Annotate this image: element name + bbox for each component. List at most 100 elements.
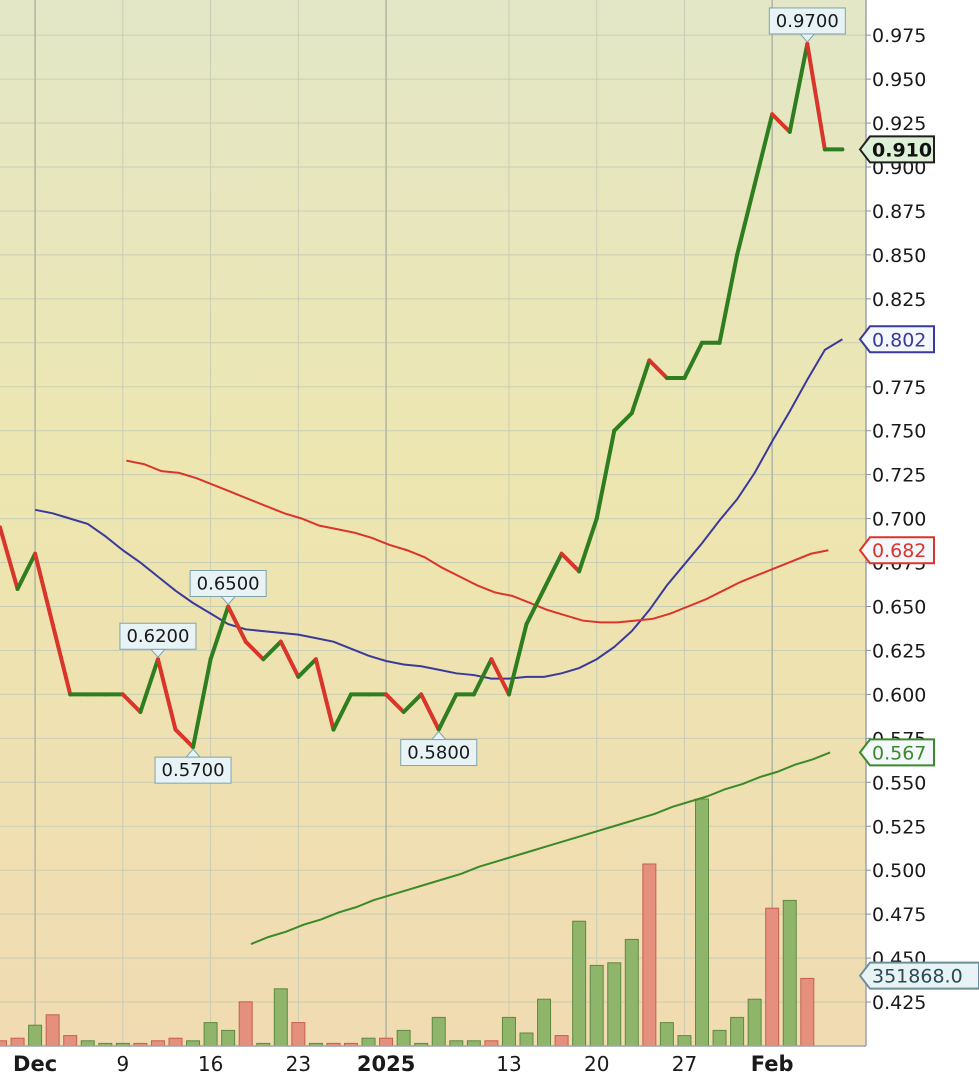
last-price-tag-shape [858,135,935,164]
price-segment [296,657,318,679]
moving-average-tag-label: 0.682 [872,540,926,562]
price-segment [33,551,55,627]
price-segment [261,639,283,662]
x-tick-label: 23 [286,1052,311,1076]
x-tick-label: 13 [496,1052,521,1076]
volume-bar [659,1022,674,1047]
price-segment [436,692,459,732]
volume-bar [501,1016,516,1047]
y-tick-label: 0.525 [872,816,926,838]
callout-label: 0.9700 [776,11,839,32]
moving-average-tag: 0.802 [858,325,935,354]
price-segment [682,340,704,380]
y-tick-label: 0.850 [872,245,926,267]
y-tick-label: 0.700 [872,509,926,531]
price-segment [173,727,196,750]
volume-bar [221,1029,236,1047]
volume-bar [466,1040,481,1047]
x-axis-background [0,1046,866,1080]
volume-bar [554,1035,569,1047]
price-segment [471,657,494,697]
moving-average-tag-shape [858,738,935,767]
x-tick-label: 16 [198,1052,223,1076]
volume-bar [203,1022,218,1047]
volume-bar [800,977,815,1047]
last-price-tag-label: 0.910 [872,139,932,161]
price-segment [120,692,143,714]
price-segment [226,604,248,644]
callout-box [154,756,232,784]
price-segment [542,551,564,591]
moving-average-tag-shape [858,325,935,354]
volume-bar [80,1040,95,1047]
price-segment [419,692,441,732]
x-tick-label: Dec [13,1052,57,1076]
volume-bar [589,964,604,1047]
volume-bar [291,1022,306,1047]
price-segment [191,657,213,750]
y-tick-label: 0.975 [872,25,926,47]
price-segment [629,358,652,416]
volume-bar [484,1040,499,1047]
callout-label: 0.6500 [197,574,260,595]
price-line [0,41,845,750]
price-segment [0,525,20,591]
volume-bar [238,1001,253,1047]
moving-average-tag-shape [858,536,935,565]
price-segment [155,657,178,732]
price-segment [612,411,634,433]
moving-average-tag: 0.682 [858,536,935,565]
volume-bar [10,1037,25,1047]
callout-box [189,570,267,598]
callout-box [768,7,846,35]
x-tick-label: 20 [584,1052,609,1076]
y-tick-label: 0.775 [872,377,926,399]
price-segment [401,692,424,714]
y-tick-label: 0.500 [872,860,926,882]
price-segment [50,622,73,697]
callout-box [400,739,478,767]
price-callout: 0.6500 [189,570,267,606]
y-tick-label: 0.825 [872,289,926,311]
price-segment [577,516,599,574]
volume-bar [186,1040,201,1047]
volume-bar [730,1016,745,1047]
price-segment [331,692,353,732]
volume-bar [361,1037,376,1047]
last-price-tag: 0.910 [858,135,935,164]
volume-bar [63,1035,78,1047]
moving-average-line [34,338,843,680]
y-tick-label: 0.425 [872,992,926,1014]
x-tick-label: 9 [116,1052,129,1076]
volume-tag: 351868.0 [858,961,979,990]
volume-bar [150,1040,165,1047]
price-segment [647,358,669,380]
price-segment [489,657,511,697]
price-callout: 0.9700 [768,7,846,43]
volume-bar [607,962,622,1047]
price-segment [15,551,38,591]
price-segment [313,657,336,732]
price-segment [594,428,617,521]
moving-average-tag: 0.567 [858,738,935,767]
y-tick-label: 0.625 [872,640,926,662]
volume-bar [695,798,709,1047]
x-tick-label: Feb [751,1052,794,1076]
price-segment [278,639,301,679]
volume-bar [273,988,288,1047]
moving-average-lines [34,338,843,945]
price-segment [384,692,406,714]
x-tick-label: 27 [672,1052,697,1076]
price-callout: 0.6200 [119,622,197,659]
price-callout: 0.5700 [154,748,232,784]
price-segment [787,41,810,134]
y-tick-label: 0.875 [872,201,926,223]
price-segment [138,657,160,714]
callout-label: 0.6200 [126,626,189,647]
plot-background [0,0,866,1046]
y-tick-label: 0.750 [872,421,926,443]
x-axis: Dec 9 16 23 2025 13 20 27 Feb [13,1052,794,1076]
price-callout: 0.5800 [400,730,478,767]
volume-bar [624,938,639,1047]
